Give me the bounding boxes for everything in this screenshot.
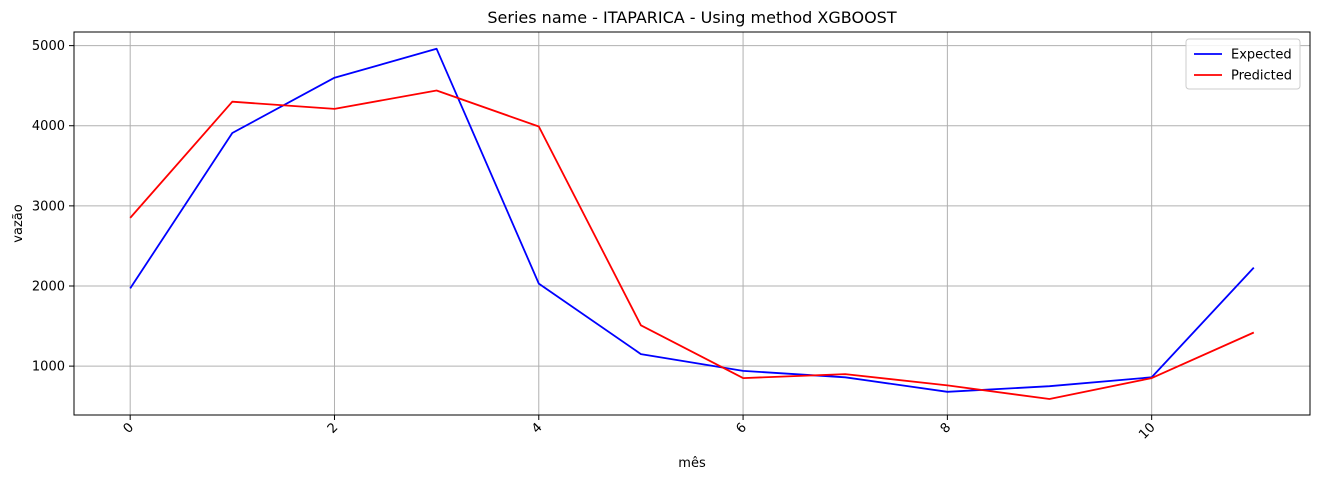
legend: Expected Predicted: [1185, 38, 1301, 90]
x-tick-label: 6: [733, 420, 749, 436]
y-tick-label: 4000: [32, 119, 65, 134]
series-line-predicted: [129, 89, 1255, 400]
series-lines: [129, 47, 1255, 400]
legend-label: Expected: [1231, 48, 1292, 63]
y-axis: 1000 2000 3000 4000 5000: [32, 39, 74, 375]
legend-label: Predicted: [1231, 69, 1292, 84]
x-tick-label: 0: [121, 420, 137, 436]
x-tick-label: 4: [529, 420, 545, 436]
plot-area-frame: [73, 31, 1311, 416]
chart-title: Series name - ITAPARICA - Using method X…: [487, 8, 896, 27]
y-axis-label: vazão: [11, 204, 26, 242]
legend-box: [1185, 38, 1301, 90]
y-tick-label: 5000: [32, 39, 65, 54]
y-tick-label: 3000: [32, 199, 65, 214]
y-tick-label: 2000: [32, 279, 65, 294]
grid: [74, 32, 1310, 415]
x-tick-label: 2: [325, 420, 341, 436]
x-tick-label: 8: [938, 420, 954, 436]
x-tick-label: 10: [1136, 420, 1158, 442]
y-tick-label: 1000: [32, 360, 65, 375]
series-line-expected: [129, 47, 1255, 393]
x-axis-label: mês: [678, 456, 706, 471]
x-axis: 0 2 4 6 8 10: [121, 415, 1158, 443]
